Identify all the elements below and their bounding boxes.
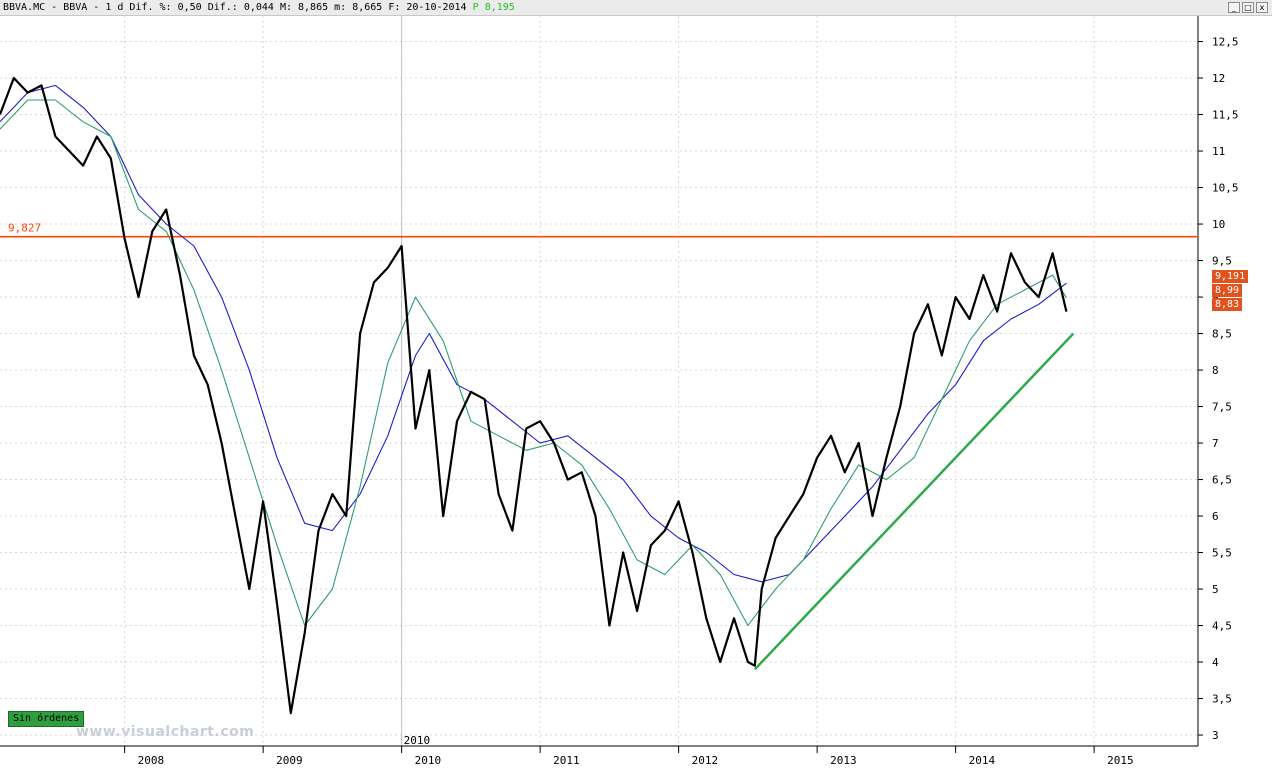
last-price-value: 8,195	[484, 2, 515, 13]
y-tick-label: 11,5	[1212, 109, 1239, 122]
maximize-button[interactable]: □	[1242, 2, 1254, 13]
y-tick-label: 7,5	[1212, 401, 1232, 414]
y-tick-label: 5,5	[1212, 547, 1232, 560]
close-button[interactable]: x	[1256, 2, 1268, 13]
x-tick-label: 2008	[138, 754, 165, 767]
y-tick-label: 3	[1212, 729, 1219, 742]
y-tick-label: 8,5	[1212, 328, 1232, 341]
window-buttons: _ □ x	[1228, 2, 1268, 13]
last-price-label: P	[472, 2, 479, 13]
support-trendline	[753, 332, 1075, 671]
y-tick-label: 10	[1212, 218, 1225, 231]
y-tick-label: 11	[1212, 145, 1225, 158]
x-tick-label: 2011	[553, 754, 580, 767]
x-tick-label: 2009	[276, 754, 303, 767]
y-tick-label: 4	[1212, 656, 1219, 669]
price-tag-ma-short: 8,99	[1212, 284, 1243, 297]
minimize-button[interactable]: _	[1228, 2, 1240, 13]
y-tick-label: 9,5	[1212, 255, 1232, 268]
title-bar: BBVA.MC - BBVA - 1 d Dif. %: 0,50 Dif.: …	[0, 0, 1272, 16]
price-chart[interactable]: 3 3,5 4 4,5 5 5,5 6 6,5 7 7,5 8 8,5 9 9,5 10 10,5 11 11,5…	[0, 16, 1272, 769]
y-tick-label: 6,5	[1212, 474, 1232, 487]
y-tick-label: 5	[1212, 583, 1219, 596]
y-tick-label: 6	[1212, 510, 1219, 523]
year-marker-label: 2010	[404, 734, 431, 747]
x-tick-label: 2012	[692, 754, 719, 767]
y-tick-label: 12	[1212, 72, 1225, 85]
chart-title: BBVA.MC - BBVA - 1 d Dif. %: 0,50 Dif.: …	[3, 2, 515, 13]
title-info: BBVA.MC - BBVA - 1 d Dif. %: 0,50 Dif.: …	[3, 2, 467, 13]
y-tick-label: 4,5	[1212, 620, 1232, 633]
y-tick-label: 12,5	[1212, 36, 1239, 49]
y-tick-label: 10,5	[1212, 182, 1239, 195]
resistance-label: 9,827	[8, 222, 41, 235]
y-tick-label: 8	[1212, 364, 1219, 377]
x-tick-label: 2014	[969, 754, 996, 767]
x-tick-label: 2013	[830, 754, 857, 767]
y-tick-label: 7	[1212, 437, 1219, 450]
x-tick-label: 2010	[415, 754, 442, 767]
watermark: www.visualchart.com	[76, 724, 255, 740]
y-tick-label: 3,5	[1212, 693, 1232, 706]
x-tick-label: 2015	[1107, 754, 1134, 767]
orders-badge[interactable]: Sin órdenes	[8, 711, 85, 727]
price-tag-close: 8,83	[1212, 298, 1243, 311]
price-tag-ma-long: 9,191	[1212, 270, 1249, 283]
y-tick-label: 9	[1212, 291, 1219, 304]
moving-average-short-line	[0, 99, 1067, 627]
price-line	[0, 76, 1068, 715]
